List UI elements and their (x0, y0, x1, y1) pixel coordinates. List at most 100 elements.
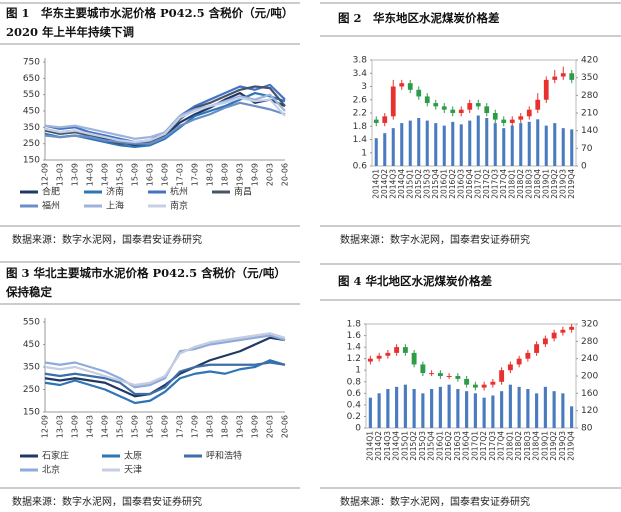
y2-tick-label: 350 (581, 73, 598, 83)
y-tick-label: 450 (23, 107, 40, 117)
candle-body (376, 355, 382, 359)
x-tick-label: 2015Q3 (422, 169, 431, 199)
x-tick-label: 2015Q4 (431, 169, 440, 199)
x-tick-label: 2015Q1 (400, 431, 409, 461)
y-tick-label: 550 (23, 90, 40, 100)
candle-body (475, 103, 481, 107)
x-tick-label: 2019Q4 (567, 169, 576, 199)
x-tick-label: 2017Q2 (482, 169, 491, 199)
y-tick-label: 150 (23, 156, 40, 166)
candle-body (467, 103, 473, 110)
x-tick-label: 2014Q4 (397, 169, 406, 199)
bar (543, 386, 547, 428)
x-tick-label: 20-06 (281, 415, 290, 438)
chart-title: 图 2 华东地区水泥煤炭价格差 (338, 11, 500, 25)
candle-body (543, 79, 549, 100)
x-tick-label: 2018Q3 (523, 431, 532, 461)
y-tick-label: 1.6 (347, 331, 362, 341)
x-tick-label: 15-03 (116, 415, 125, 438)
y-tick-label: 3.8 (353, 56, 368, 66)
x-tick-label: 14-09 (101, 163, 110, 186)
y-tick-label: 150 (23, 408, 40, 418)
x-tick-label: 2014Q1 (371, 169, 380, 199)
x-tick-label: 2016Q4 (462, 431, 471, 461)
candle-body (560, 73, 566, 77)
bar (526, 389, 530, 428)
bar (451, 121, 455, 166)
y-tick-label: 3.4 (353, 69, 368, 79)
x-tick-label: 12-09 (41, 415, 50, 438)
candle-body (458, 109, 464, 113)
x-tick-label: 18-03 (206, 415, 215, 438)
y-tick-label: 1.8 (353, 122, 368, 132)
legend-label: 石家庄 (42, 450, 69, 462)
x-tick-label: 2019Q1 (540, 431, 549, 461)
y-tick-label: 0.6 (353, 162, 368, 172)
series-line (44, 361, 286, 396)
bar (553, 123, 557, 166)
candle-body (560, 329, 566, 333)
legend-label: 南京 (170, 200, 188, 212)
bar (508, 384, 512, 428)
x-tick-label: 2018Q4 (532, 431, 541, 461)
y-tick-label: 0 (355, 424, 361, 434)
y2-tick-label: 0 (581, 162, 587, 172)
x-tick-label: 2015Q4 (427, 431, 436, 461)
source-note: 数据来源：数字水泥网，国泰君安证券研究 (12, 235, 202, 246)
candle-body (373, 119, 379, 123)
candle-body (569, 326, 575, 330)
x-tick-label: 2015Q1 (405, 169, 414, 199)
candle-body (416, 89, 422, 97)
bar (408, 120, 412, 166)
y2-tick-label: 70 (581, 144, 593, 154)
x-tick-label: 18-09 (221, 415, 230, 438)
legend-label: 福州 (42, 200, 60, 212)
series-line (44, 101, 286, 145)
candle-body (534, 344, 540, 353)
candle-body (516, 358, 522, 365)
x-tick-label: 2016Q2 (444, 431, 453, 461)
bar (447, 384, 451, 428)
x-tick-label: 15-09 (131, 415, 140, 438)
y-tick-label: 1.8 (347, 320, 362, 330)
legend-label: 上海 (106, 200, 124, 212)
legend-label: 呼和浩特 (206, 450, 242, 462)
y2-tick-label: 80 (581, 424, 593, 434)
y-tick-label: 550 (23, 318, 40, 328)
y2-tick-label: 420 (581, 56, 598, 66)
bar (377, 393, 381, 428)
bar (391, 128, 395, 166)
bar (527, 121, 531, 166)
y2-tick-label: 280 (581, 91, 598, 101)
x-tick-label: 18-03 (206, 163, 215, 186)
series-line (44, 334, 286, 389)
y2-tick-label: 140 (581, 126, 598, 136)
candle-body (492, 113, 498, 120)
bar (544, 125, 548, 166)
x-tick-label: 15-03 (116, 163, 125, 186)
x-tick-label: 2017Q1 (470, 431, 479, 461)
bar (491, 395, 495, 428)
candle-body (437, 373, 443, 376)
candle-body (535, 99, 541, 110)
y2-tick-label: 120 (581, 406, 598, 416)
chart-title: 图 3 华北主要城市水泥价格 P042.5 含税价（元/吨）保持稳定 (6, 266, 286, 299)
bar (536, 119, 540, 166)
bar (476, 115, 480, 166)
x-tick-label: 2016Q3 (456, 169, 465, 199)
candle-body (420, 364, 426, 374)
series-line (44, 96, 286, 144)
candle-body (424, 96, 430, 104)
candle-body (472, 384, 478, 388)
candle-body (455, 376, 461, 379)
candle-body (411, 352, 417, 365)
x-tick-label: 2016Q1 (439, 169, 448, 199)
x-tick-label: 2018Q4 (533, 169, 542, 199)
y-tick-label: 1.4 (353, 135, 368, 145)
x-tick-label: 13-03 (56, 163, 65, 186)
x-tick-label: 19-03 (236, 163, 245, 186)
x-tick-label: 19-03 (236, 415, 245, 438)
y-tick-label: 350 (23, 123, 40, 133)
bar (468, 120, 472, 166)
candle-body (490, 381, 496, 385)
